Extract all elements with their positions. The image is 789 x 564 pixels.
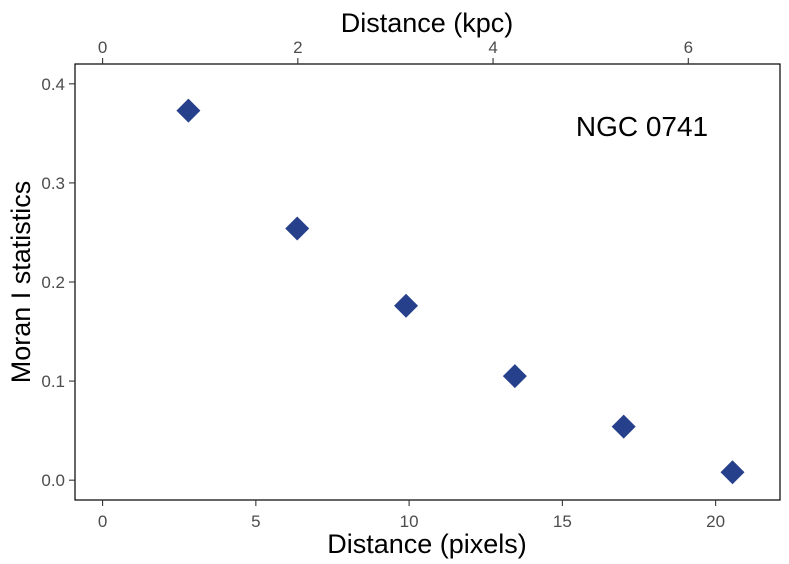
data-point <box>502 364 527 389</box>
top-tick-label: 4 <box>488 38 497 57</box>
y-tick-label: 0.2 <box>41 273 65 292</box>
left-axis-ticks: 0.0 0.1 0.2 0.3 0.4 <box>41 75 75 490</box>
galaxy-annotation: NGC 0741 <box>576 111 708 142</box>
top-axis-ticks: 0 2 4 6 <box>98 38 693 64</box>
y-tick-label: 0.4 <box>41 75 65 94</box>
data-point <box>611 414 636 439</box>
data-point <box>394 293 419 318</box>
x-tick-label: 0 <box>98 512 107 531</box>
x-tick-label: 5 <box>251 512 260 531</box>
x-tick-label: 20 <box>706 512 725 531</box>
y-axis-title: Moran I statistics <box>6 181 36 384</box>
bottom-axis-ticks: 0 5 10 15 20 <box>98 500 725 531</box>
data-points <box>176 98 745 485</box>
top-tick-label: 2 <box>293 38 302 57</box>
top-tick-label: 6 <box>684 38 693 57</box>
y-tick-label: 0.0 <box>41 471 65 490</box>
y-tick-label: 0.3 <box>41 174 65 193</box>
x-tick-label: 10 <box>400 512 419 531</box>
top-axis-title: Distance (kpc) <box>341 8 514 38</box>
plot-panel <box>74 63 781 501</box>
x-axis-title: Distance (pixels) <box>327 529 527 559</box>
top-tick-label: 0 <box>98 38 107 57</box>
data-point <box>285 216 310 241</box>
x-tick-label: 15 <box>553 512 572 531</box>
y-tick-label: 0.1 <box>41 372 65 391</box>
data-point <box>176 98 201 123</box>
data-point <box>720 460 745 485</box>
